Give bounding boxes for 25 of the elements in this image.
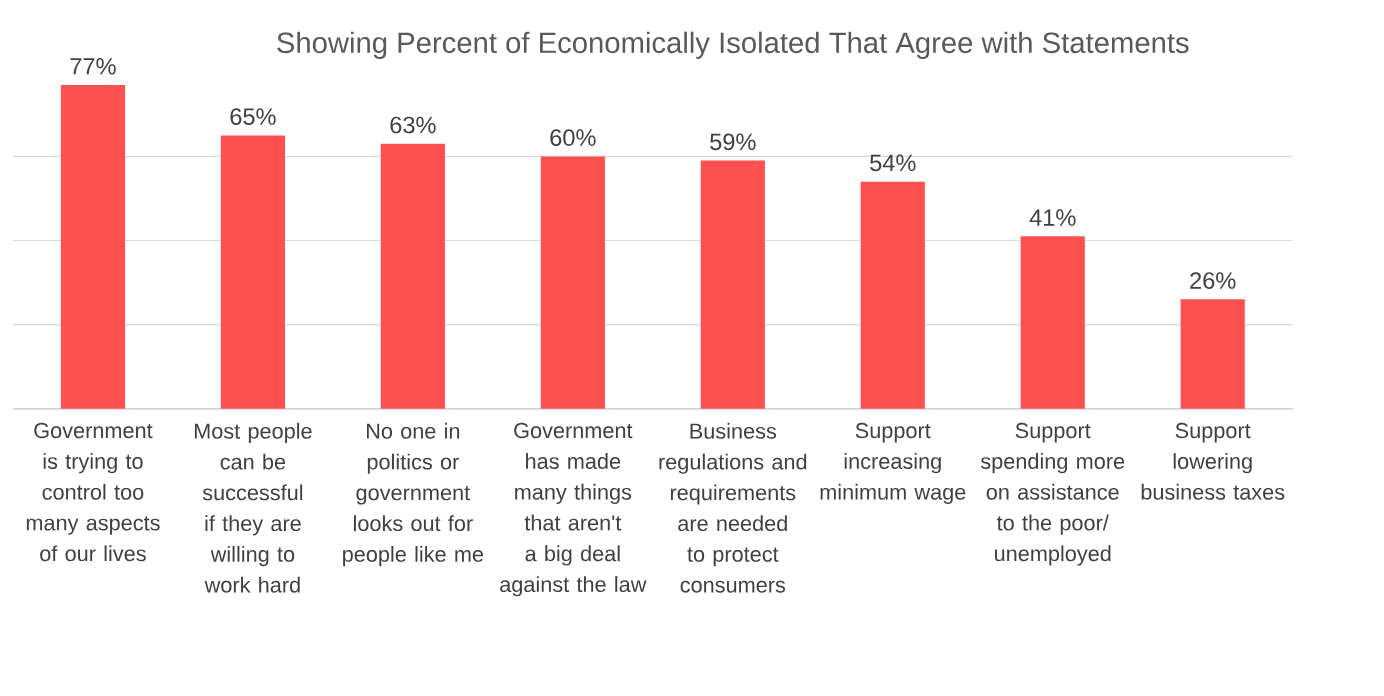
bar [380,143,445,409]
chart-title: Showing Percent of Economically Isolated That Agree with Statements [277,31,1189,59]
bar [1180,299,1245,409]
data-label: 41% [1029,209,1076,226]
data-label: 59% [710,133,756,150]
bar [60,84,126,409]
x-tick-label: Support increasing minimum wage [820,422,966,504]
x-tick-label: No one in politics or government looks out for people like me [343,422,484,566]
data-label: 54% [870,154,916,171]
bar [1020,236,1085,409]
data-label: 26% [1190,271,1236,289]
x-tick-label: Government is trying to control too many aspects of our lives [26,422,160,562]
bar [700,160,765,409]
x-tick-label: Government has made many things that aren't a big deal against the law [500,422,647,597]
data-label: 65% [230,108,276,125]
bar [540,156,605,409]
data-label: 63% [390,116,436,134]
bar [220,135,285,409]
x-tick-label: Business regulations and requirements are needed to protect consumers [659,422,807,593]
data-label: 60% [550,129,596,146]
x-tick-label: Most people can be successful if they are willing to work hard [194,422,312,593]
x-tick-label: Support spending more on assistance to the poor/ unemployed [980,422,1125,566]
bar [860,181,925,409]
data-label: 77% [70,57,116,75]
x-tick-label: Support lowering business taxes [1141,422,1285,500]
